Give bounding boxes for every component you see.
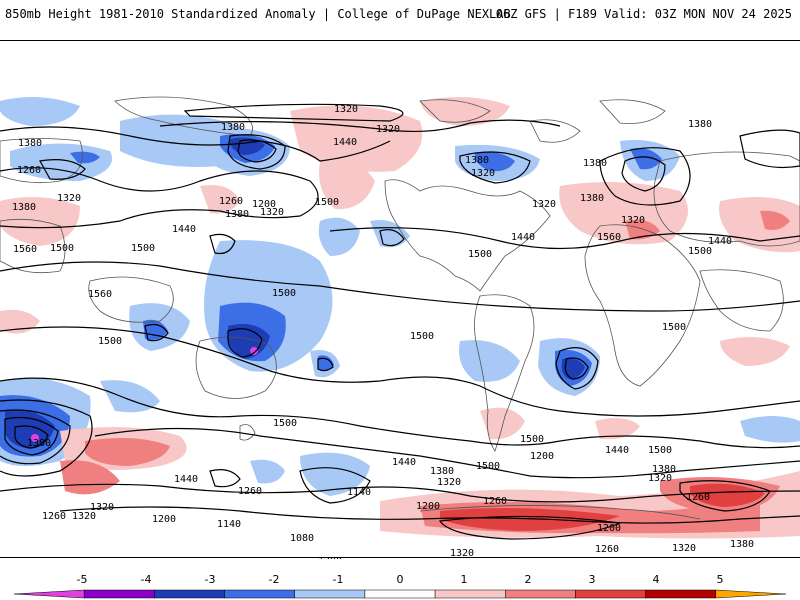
contour-label: 1500: [662, 322, 686, 333]
colorbar-swatch: [364, 589, 436, 599]
contour-label: 1200: [530, 451, 554, 462]
colorbar-tick-label: 2: [524, 573, 532, 586]
contour-label: 1320: [532, 199, 556, 210]
contour-label: 1440: [172, 224, 196, 235]
contour-label: 1260: [42, 511, 66, 522]
contour-label: 1320: [450, 548, 474, 559]
colorbar-swatch: [294, 589, 366, 599]
contour-label: 1080: [290, 533, 314, 544]
positive-anomaly-areas: [0, 97, 800, 539]
height-contours: [0, 103, 800, 540]
contour-label: 1320: [437, 477, 461, 488]
colorbar-swatch: [715, 589, 787, 599]
colorbar-swatch: [434, 589, 506, 599]
contour-label: 1260: [483, 496, 507, 507]
contour-label: 1320: [621, 215, 645, 226]
contour-label: 1200: [597, 523, 621, 534]
contour-label: 1380: [225, 209, 249, 220]
map-title: 850mb Height 1981-2010 Standardized Anom…: [5, 7, 511, 21]
contour-label: 1440: [174, 474, 198, 485]
contour-label: 1380: [652, 464, 676, 475]
contour-label: 1500: [648, 445, 672, 456]
colorbar-swatch: [505, 589, 576, 599]
contour-label: 1320: [672, 543, 696, 554]
contour-label: 1260: [219, 196, 243, 207]
contour-label: 1380: [430, 466, 454, 477]
colorbar-tick-label: 3: [588, 573, 596, 586]
contour-label: 1320: [57, 193, 81, 204]
contour-label: 1320: [72, 511, 96, 522]
contour-label: 1560: [88, 289, 112, 300]
coastlines: [0, 96, 800, 520]
contour-label: 1260: [595, 544, 619, 555]
contour-label: 1380: [465, 155, 489, 166]
contour-label: 1260: [17, 165, 41, 176]
contour-label: 1440: [511, 232, 535, 243]
contour-label: 1500: [476, 461, 500, 472]
anomaly-map: 1320 1380 1320 1380 1260 1320 1380 1440 …: [0, 96, 800, 559]
contour-label: 1500: [131, 243, 155, 254]
model-valid-time: 06Z GFS | F189 Valid: 03Z MON NOV 24 202…: [495, 7, 792, 21]
colorbar-tick-label: 1: [460, 573, 468, 586]
contour-label: 1380: [580, 193, 604, 204]
contour-label: 1380: [583, 158, 607, 169]
contour-label: 1320: [260, 207, 284, 218]
title-bar: 850mb Height 1981-2010 Standardized Anom…: [0, 0, 800, 28]
contour-label: 1440: [708, 236, 732, 247]
contour-label: 1260: [686, 492, 710, 503]
colorbar-swatch: [645, 589, 717, 599]
map-panel: 1320 1380 1320 1380 1260 1320 1380 1440 …: [0, 40, 800, 559]
contour-label: 1380: [221, 122, 245, 133]
contour-label: 1500: [468, 249, 492, 260]
contour-label: 1320: [376, 124, 400, 135]
contour-label: 1500: [273, 418, 297, 429]
contour-label: 1200: [252, 199, 276, 210]
colorbar-tick-label: -2: [268, 573, 280, 586]
contour-label: 1380: [730, 539, 754, 550]
contour-label: 1500: [315, 197, 339, 208]
contour-label: 1440: [392, 457, 416, 468]
contour-label: 1500: [688, 246, 712, 257]
contour-label: 1560: [597, 232, 621, 243]
colorbar-tick-label: -5: [76, 573, 88, 586]
contour-label: 1320: [90, 502, 114, 513]
contour-label: 1380: [27, 438, 51, 449]
contour-label: 1500: [272, 288, 296, 299]
contour-label: 1380: [12, 202, 36, 213]
colorbar-tick-label: -3: [204, 573, 216, 586]
colorbar-tick-label: 4: [652, 573, 660, 586]
contour-labels: 1320 1380 1320 1380 1260 1320 1380 1440 …: [12, 104, 754, 559]
contour-label: 1200: [318, 556, 342, 559]
contour-label: 1440: [333, 137, 357, 148]
colorbar-tick-label: -1: [332, 573, 344, 586]
contour-label: 1140: [217, 519, 241, 530]
colorbar-swatch: [13, 589, 85, 599]
colorbar-swatch: [224, 589, 295, 599]
colorbar-tick-label: 5: [716, 573, 724, 586]
colorbar-swatch: [575, 589, 646, 599]
contour-label: 1200: [152, 514, 176, 525]
contour-label: 1140: [347, 487, 371, 498]
contour-label: 1500: [410, 331, 434, 342]
colorbar-tick-label: -4: [140, 573, 152, 586]
colorbar-swatch: [83, 589, 155, 599]
contour-label: 1260: [238, 486, 262, 497]
colorbar-legend: -5 -4 -3 -2 -1 0 1 2 3 4 5: [0, 570, 800, 600]
contour-label: 1320: [471, 168, 495, 179]
contour-label: 1560: [13, 244, 37, 255]
colorbar-tick-label: 0: [396, 573, 404, 586]
contour-label: 1380: [18, 138, 42, 149]
contour-label: 1500: [50, 243, 74, 254]
contour-label: 1380: [688, 119, 712, 130]
contour-label: 1320: [334, 104, 358, 115]
contour-label: 1320: [648, 473, 672, 484]
contour-label: 1500: [98, 336, 122, 347]
contour-label: 1440: [605, 445, 629, 456]
colorbar-swatch: [154, 589, 225, 599]
colorbar-scale: [13, 589, 787, 599]
contour-label: 1200: [416, 501, 440, 512]
contour-label: 1500: [520, 434, 544, 445]
